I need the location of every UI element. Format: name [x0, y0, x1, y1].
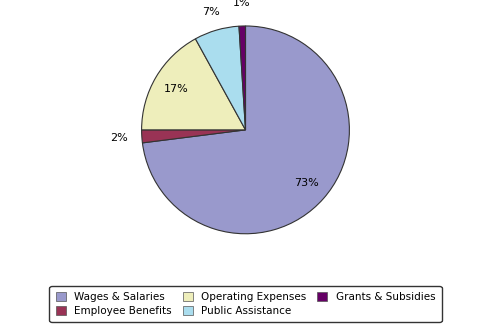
Text: 2%: 2%	[110, 133, 128, 143]
Text: 73%: 73%	[294, 178, 319, 188]
Text: 17%: 17%	[164, 84, 188, 94]
Wedge shape	[141, 130, 246, 143]
Wedge shape	[239, 26, 246, 130]
Wedge shape	[195, 26, 246, 130]
Wedge shape	[142, 26, 350, 234]
Legend: Wages & Salaries, Employee Benefits, Operating Expenses, Public Assistance, Gran: Wages & Salaries, Employee Benefits, Ope…	[50, 286, 441, 322]
Wedge shape	[141, 39, 246, 130]
Text: 7%: 7%	[202, 7, 220, 17]
Text: 1%: 1%	[233, 0, 250, 8]
